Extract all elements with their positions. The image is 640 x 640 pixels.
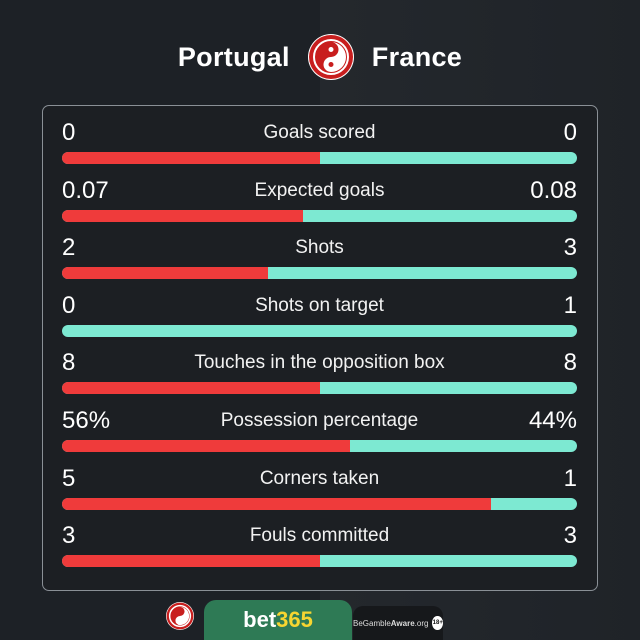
footer: bet 365 BeGambleAware.org 18+ [0,600,640,640]
begambleaware-badge[interactable]: BeGambleAware.org 18+ [353,606,443,640]
home-value: 0 [62,119,76,146]
home-value: 8 [62,349,76,377]
stat-label: Touches in the opposition box [194,352,445,374]
home-value: 5 [62,464,76,492]
stat-label: Shots [295,237,344,259]
stat-row: 2 Shots 3 [62,233,577,283]
stat-label: Shots on target [255,294,384,316]
gamble-text-domain: .org [414,618,429,628]
home-share-bar [62,497,491,510]
sponsor-text: bet [243,607,277,632]
away-value: 0 [563,119,577,146]
stat-row: 56% Possession percentage 44% [62,406,577,456]
stat-row: 8 Touches in the opposition box 8 [62,348,577,398]
home-share-bar [62,152,320,164]
home-share-bar [62,440,351,452]
away-value: 1 [563,291,577,319]
home-value: 3 [62,522,76,550]
stat-row: 0 Goals scored 0 [62,118,577,168]
gamble-text-bold: Aware [390,618,415,628]
bet365-sponsor[interactable]: bet 365 [204,600,352,640]
comparison-bar [62,382,577,395]
away-value: 44% [528,407,577,434]
stat-row: 3 Fouls committed 3 [62,521,577,571]
away-team: France [371,41,463,72]
home-share-bar [62,267,268,280]
match-header: Portugal France [0,32,640,82]
stat-label: Expected goals [254,179,385,201]
stat-label: Possession percentage [220,410,419,431]
home-value: 56% [62,407,111,434]
away-value: 3 [563,234,577,262]
stat-label: Corners taken [259,467,380,489]
comparison-bar [62,267,577,280]
brand-logo-icon [166,602,194,630]
comparison-bar [62,209,577,222]
home-share-bar [62,209,303,222]
stat-row: 0.07 Expected goals 0.08 [62,176,577,226]
home-value: 0.07 [62,176,109,204]
comparison-bar [62,440,577,452]
stats-panel: 0 Goals scored 0 0.07 Expected goals 0.0… [42,105,598,591]
gamble-text: BeGamble [353,618,391,628]
away-value: 3 [563,522,577,550]
brand-logo-icon [307,34,354,80]
comparison-bar [62,152,577,164]
away-value: 8 [563,349,577,377]
sponsor-text-highlight: 365 [276,607,313,632]
away-value: 0.08 [530,176,577,204]
stat-label: Goals scored [263,122,376,143]
away-value: 1 [563,464,577,492]
age-restriction-badge: 18+ [432,616,443,630]
home-share-bar [62,382,320,395]
home-share-bar [62,555,320,568]
home-value: 2 [62,234,76,262]
home-team: Portugal [177,41,290,72]
comparison-bar [62,324,577,337]
home-value: 0 [62,291,76,319]
stat-label: Fouls committed [249,525,390,547]
stat-row: 0 Shots on target 1 [62,291,577,341]
stat-row: 5 Corners taken 1 [62,464,577,514]
comparison-bar [62,555,577,568]
comparison-bar [62,497,577,510]
